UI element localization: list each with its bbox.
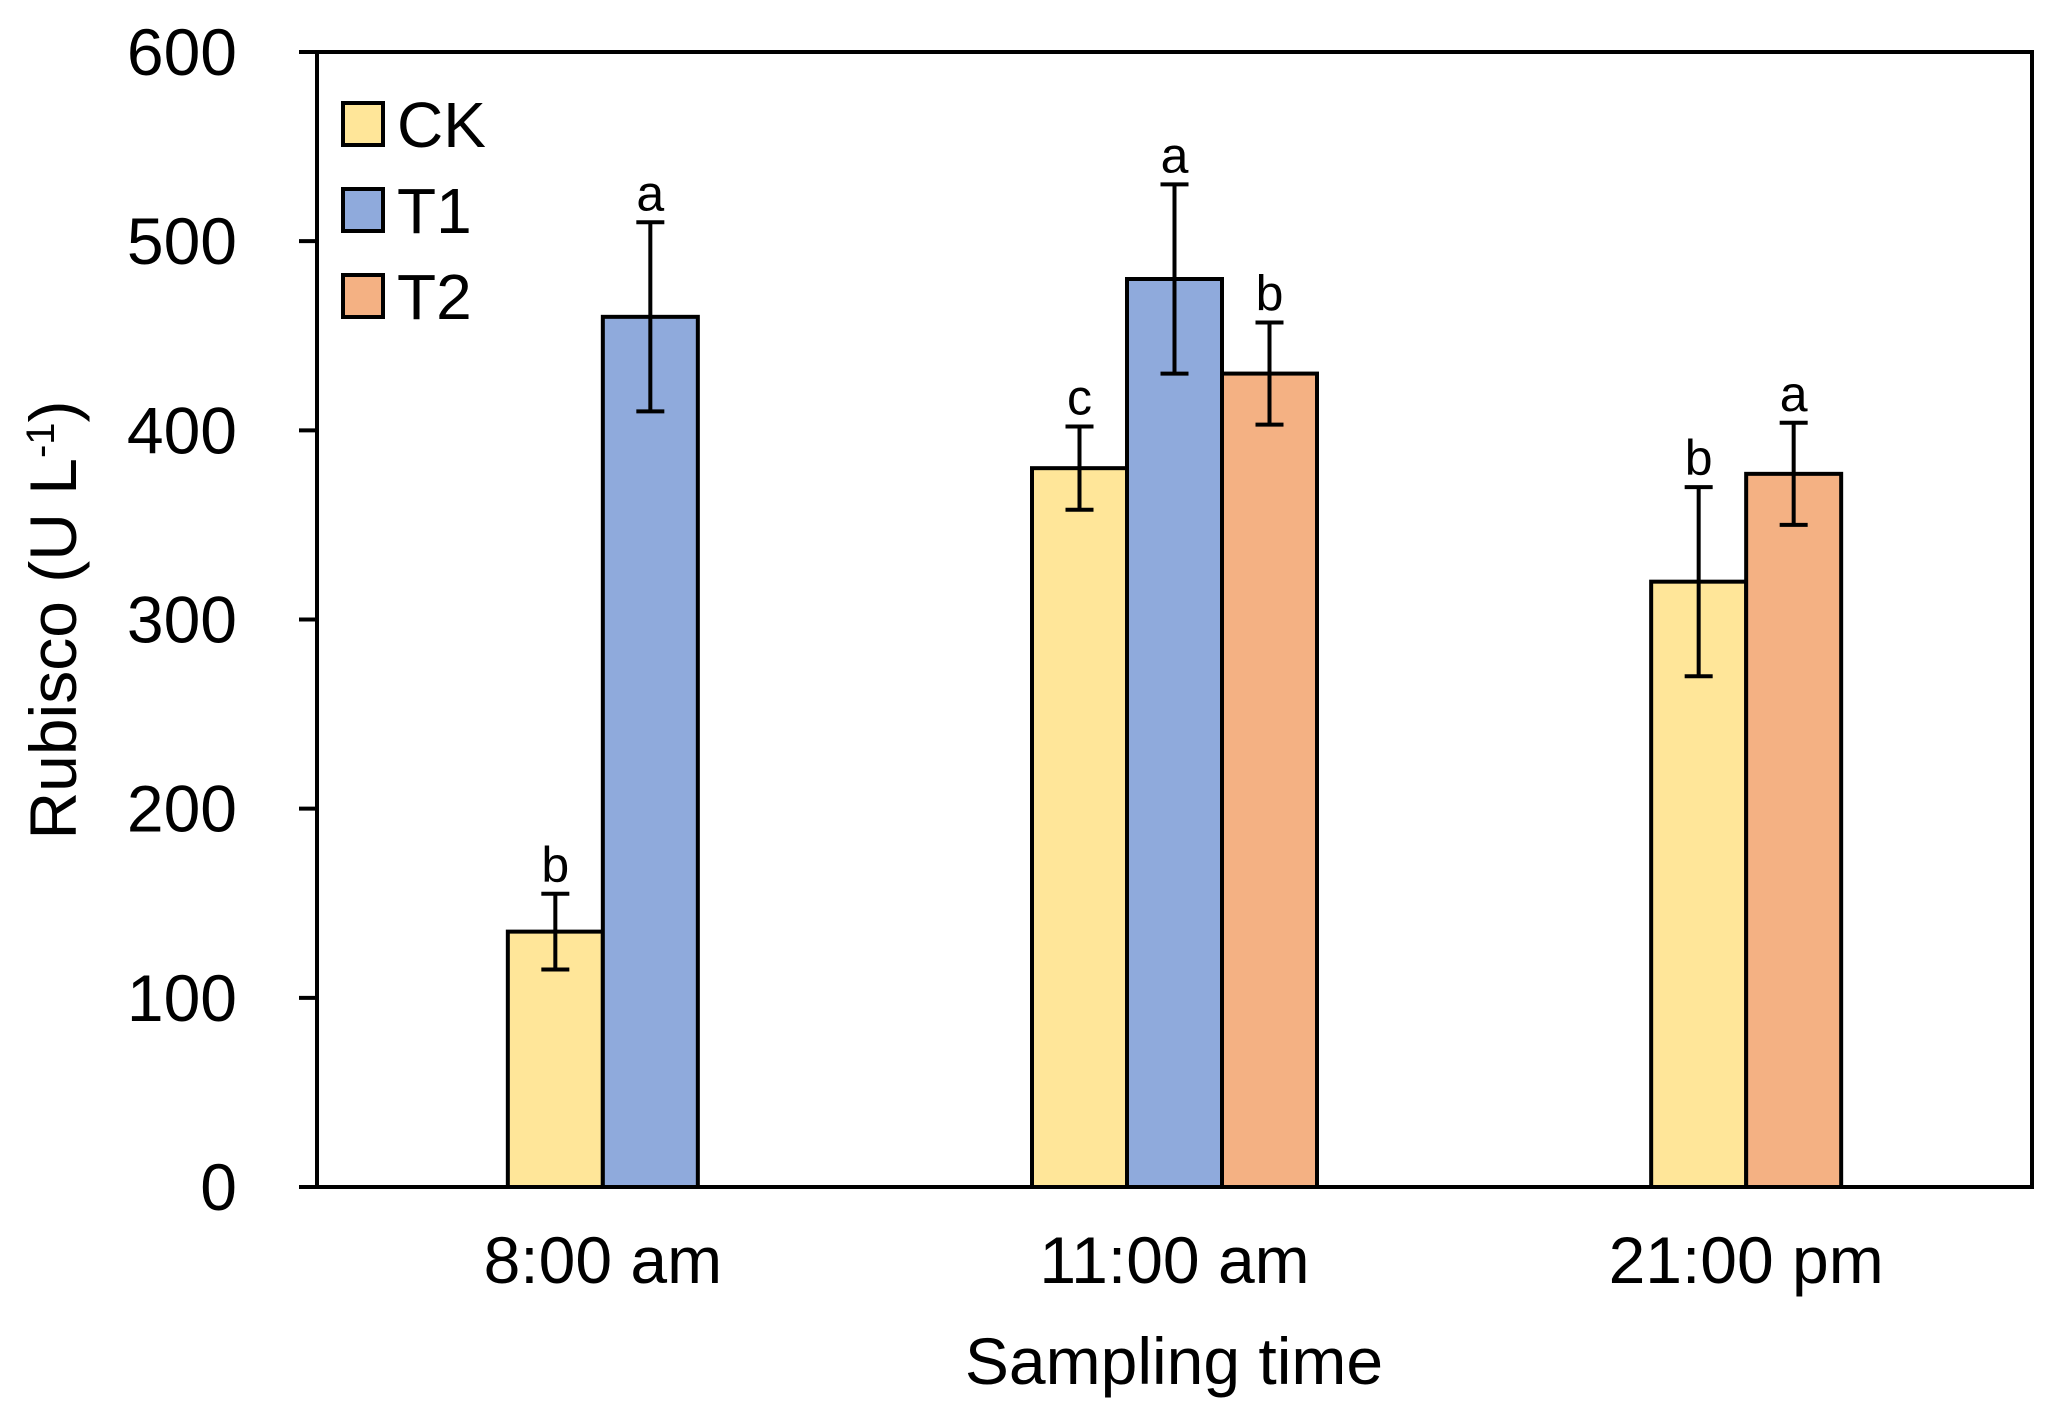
significance-label: b <box>1256 266 1284 322</box>
bars <box>505 277 1844 1190</box>
y-axis-title-main: Rubisco (U L <box>16 458 90 839</box>
bar-t2 <box>1744 471 1844 1189</box>
legend: CK T1 T2 <box>341 89 486 333</box>
x-axis-category-labels: 8:00 am 11:00 am 21:00 pm <box>484 1223 1884 1297</box>
legend-swatch-ck <box>341 101 385 147</box>
y-axis-title: Rubisco (U L-1) <box>16 400 90 839</box>
legend-label-t2: T2 <box>397 261 472 333</box>
x-category-label: 11:00 am <box>1039 1223 1309 1297</box>
significance-labels: b a c a b b a <box>541 127 1807 892</box>
y-axis-ticks: 0 100 200 300 400 500 600 <box>127 15 317 1224</box>
bar-t1 <box>600 314 700 1190</box>
bar-t1 <box>1125 277 1224 1189</box>
significance-label: a <box>636 165 664 221</box>
significance-label: b <box>541 837 569 893</box>
y-tick-label: 200 <box>127 772 237 846</box>
bar-t2 <box>1220 371 1319 1190</box>
y-axis-title-superscript: -1 <box>19 422 63 458</box>
x-category-label: 21:00 pm <box>1609 1223 1884 1297</box>
bar-ck <box>1030 466 1129 1189</box>
significance-label: b <box>1685 430 1713 486</box>
y-tick-label: 100 <box>127 961 237 1035</box>
x-category-label: 8:00 am <box>484 1223 722 1297</box>
significance-label: a <box>1780 366 1808 422</box>
y-tick-label: 0 <box>200 1150 237 1224</box>
y-tick-label: 300 <box>127 583 237 657</box>
x-axis-title: Sampling time <box>965 1324 1383 1398</box>
legend-label-ck: CK <box>397 89 486 161</box>
y-tick-label: 600 <box>127 15 237 89</box>
bar-ck <box>1649 579 1749 1189</box>
y-tick-label: 500 <box>127 204 237 278</box>
plot-area-frame <box>315 50 2034 1189</box>
y-tick-label: 400 <box>127 393 237 467</box>
error-bars <box>541 182 1808 972</box>
y-axis-title-close: ) <box>16 400 90 422</box>
legend-swatch-t2 <box>341 273 385 319</box>
significance-label: a <box>1161 127 1189 183</box>
significance-label: c <box>1067 370 1092 426</box>
legend-label-t1: T1 <box>397 175 472 247</box>
legend-swatch-t1 <box>341 187 385 233</box>
